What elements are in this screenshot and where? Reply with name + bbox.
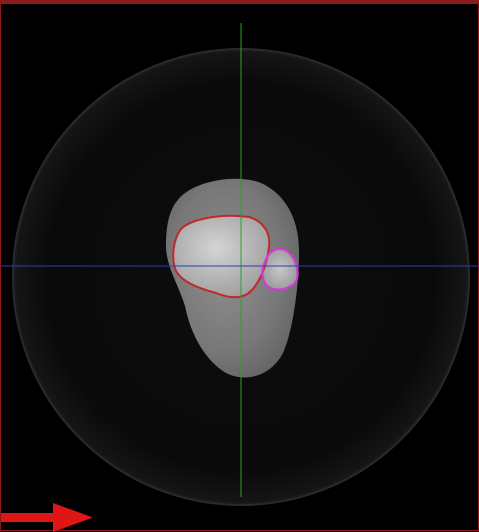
tibia-contour[interactable] (172, 214, 271, 299)
fibula-contour[interactable] (261, 247, 299, 291)
tibia-texture (173, 215, 270, 298)
arrow-right-icon (1, 503, 93, 532)
viewport-top-border (1, 1, 479, 4)
fibula-bone (262, 249, 298, 290)
